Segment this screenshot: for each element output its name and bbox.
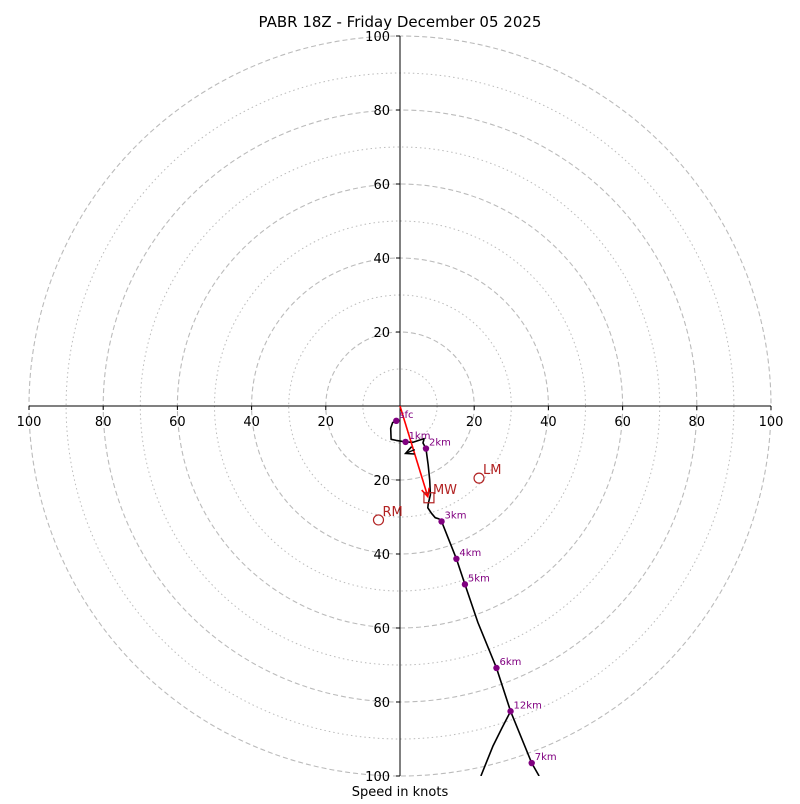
- height-label-7km: 7km: [535, 752, 557, 763]
- y-tick-label: 40: [373, 548, 390, 563]
- storm-motion-marker-RM: [372, 514, 385, 526]
- y-tick-label: 80: [373, 104, 390, 119]
- hodograph-branch-line: [509, 710, 540, 776]
- y-tick-label: 40: [373, 252, 390, 267]
- height-label-1km: 1km: [409, 431, 431, 442]
- y-tick-label: 100: [365, 30, 390, 45]
- height-marker-2km: [422, 445, 430, 452]
- y-tick-label: 100: [365, 770, 390, 785]
- storm-motions: LM MW RM: [372, 463, 501, 526]
- storm-motion-label-RM: RM: [382, 505, 402, 520]
- height-marker-1km: [402, 438, 409, 446]
- y-tick-label: 60: [373, 178, 390, 193]
- y-tick-label: 20: [373, 326, 390, 341]
- storm-motion-marker-MW: [423, 492, 435, 504]
- height-marker-5km: [461, 581, 469, 588]
- plot-area: [389, 405, 540, 776]
- height-label-3km: 3km: [445, 510, 467, 521]
- height-label-5km: 5km: [468, 573, 490, 584]
- x-tick-label: 60: [169, 415, 186, 430]
- x-tick-label: 80: [689, 415, 706, 430]
- x-tick-label: 100: [759, 415, 784, 430]
- x-axis-label: Speed in knots: [352, 785, 449, 800]
- height-marker-12km: [507, 708, 514, 715]
- height-marker-sfc: [393, 417, 400, 424]
- height-label-2km: 2km: [429, 438, 451, 449]
- x-tick-label: 40: [540, 415, 557, 430]
- height-label-12km: 12km: [514, 700, 542, 711]
- chart-title: PABR 18Z - Friday December 05 2025: [259, 13, 542, 31]
- height-label-4km: 4km: [459, 548, 481, 559]
- shear-vector-line: [399, 405, 429, 497]
- height-marker-6km: [493, 664, 500, 672]
- tick-labels: 100 80 60 40 20 20 40 60 80 100 100 80 60 40 20 20 40 60 8…: [17, 30, 784, 785]
- height-marker-3km: [438, 518, 445, 525]
- height-label-6km: 6km: [499, 657, 521, 668]
- y-tick-label: 20: [373, 474, 390, 489]
- y-tick-label: 80: [373, 696, 390, 711]
- height-label-sfc: sfc: [399, 410, 413, 421]
- height-marker-7km: [528, 759, 535, 767]
- storm-motion-marker-LM: [473, 472, 485, 484]
- x-tick-label: 20: [318, 415, 335, 430]
- arrow-1km-arrowhead: [403, 446, 415, 455]
- x-tick-label: 100: [17, 415, 42, 430]
- storm-motion-label-MW: MW: [433, 483, 457, 498]
- x-tick-label: 60: [614, 415, 631, 430]
- x-tick-label: 40: [243, 415, 260, 430]
- x-tick-label: 20: [466, 415, 483, 430]
- height-marker-4km: [453, 555, 460, 563]
- y-tick-label: 60: [373, 622, 390, 637]
- storm-motion-label-LM: LM: [483, 463, 501, 478]
- x-tick-label: 80: [95, 415, 112, 430]
